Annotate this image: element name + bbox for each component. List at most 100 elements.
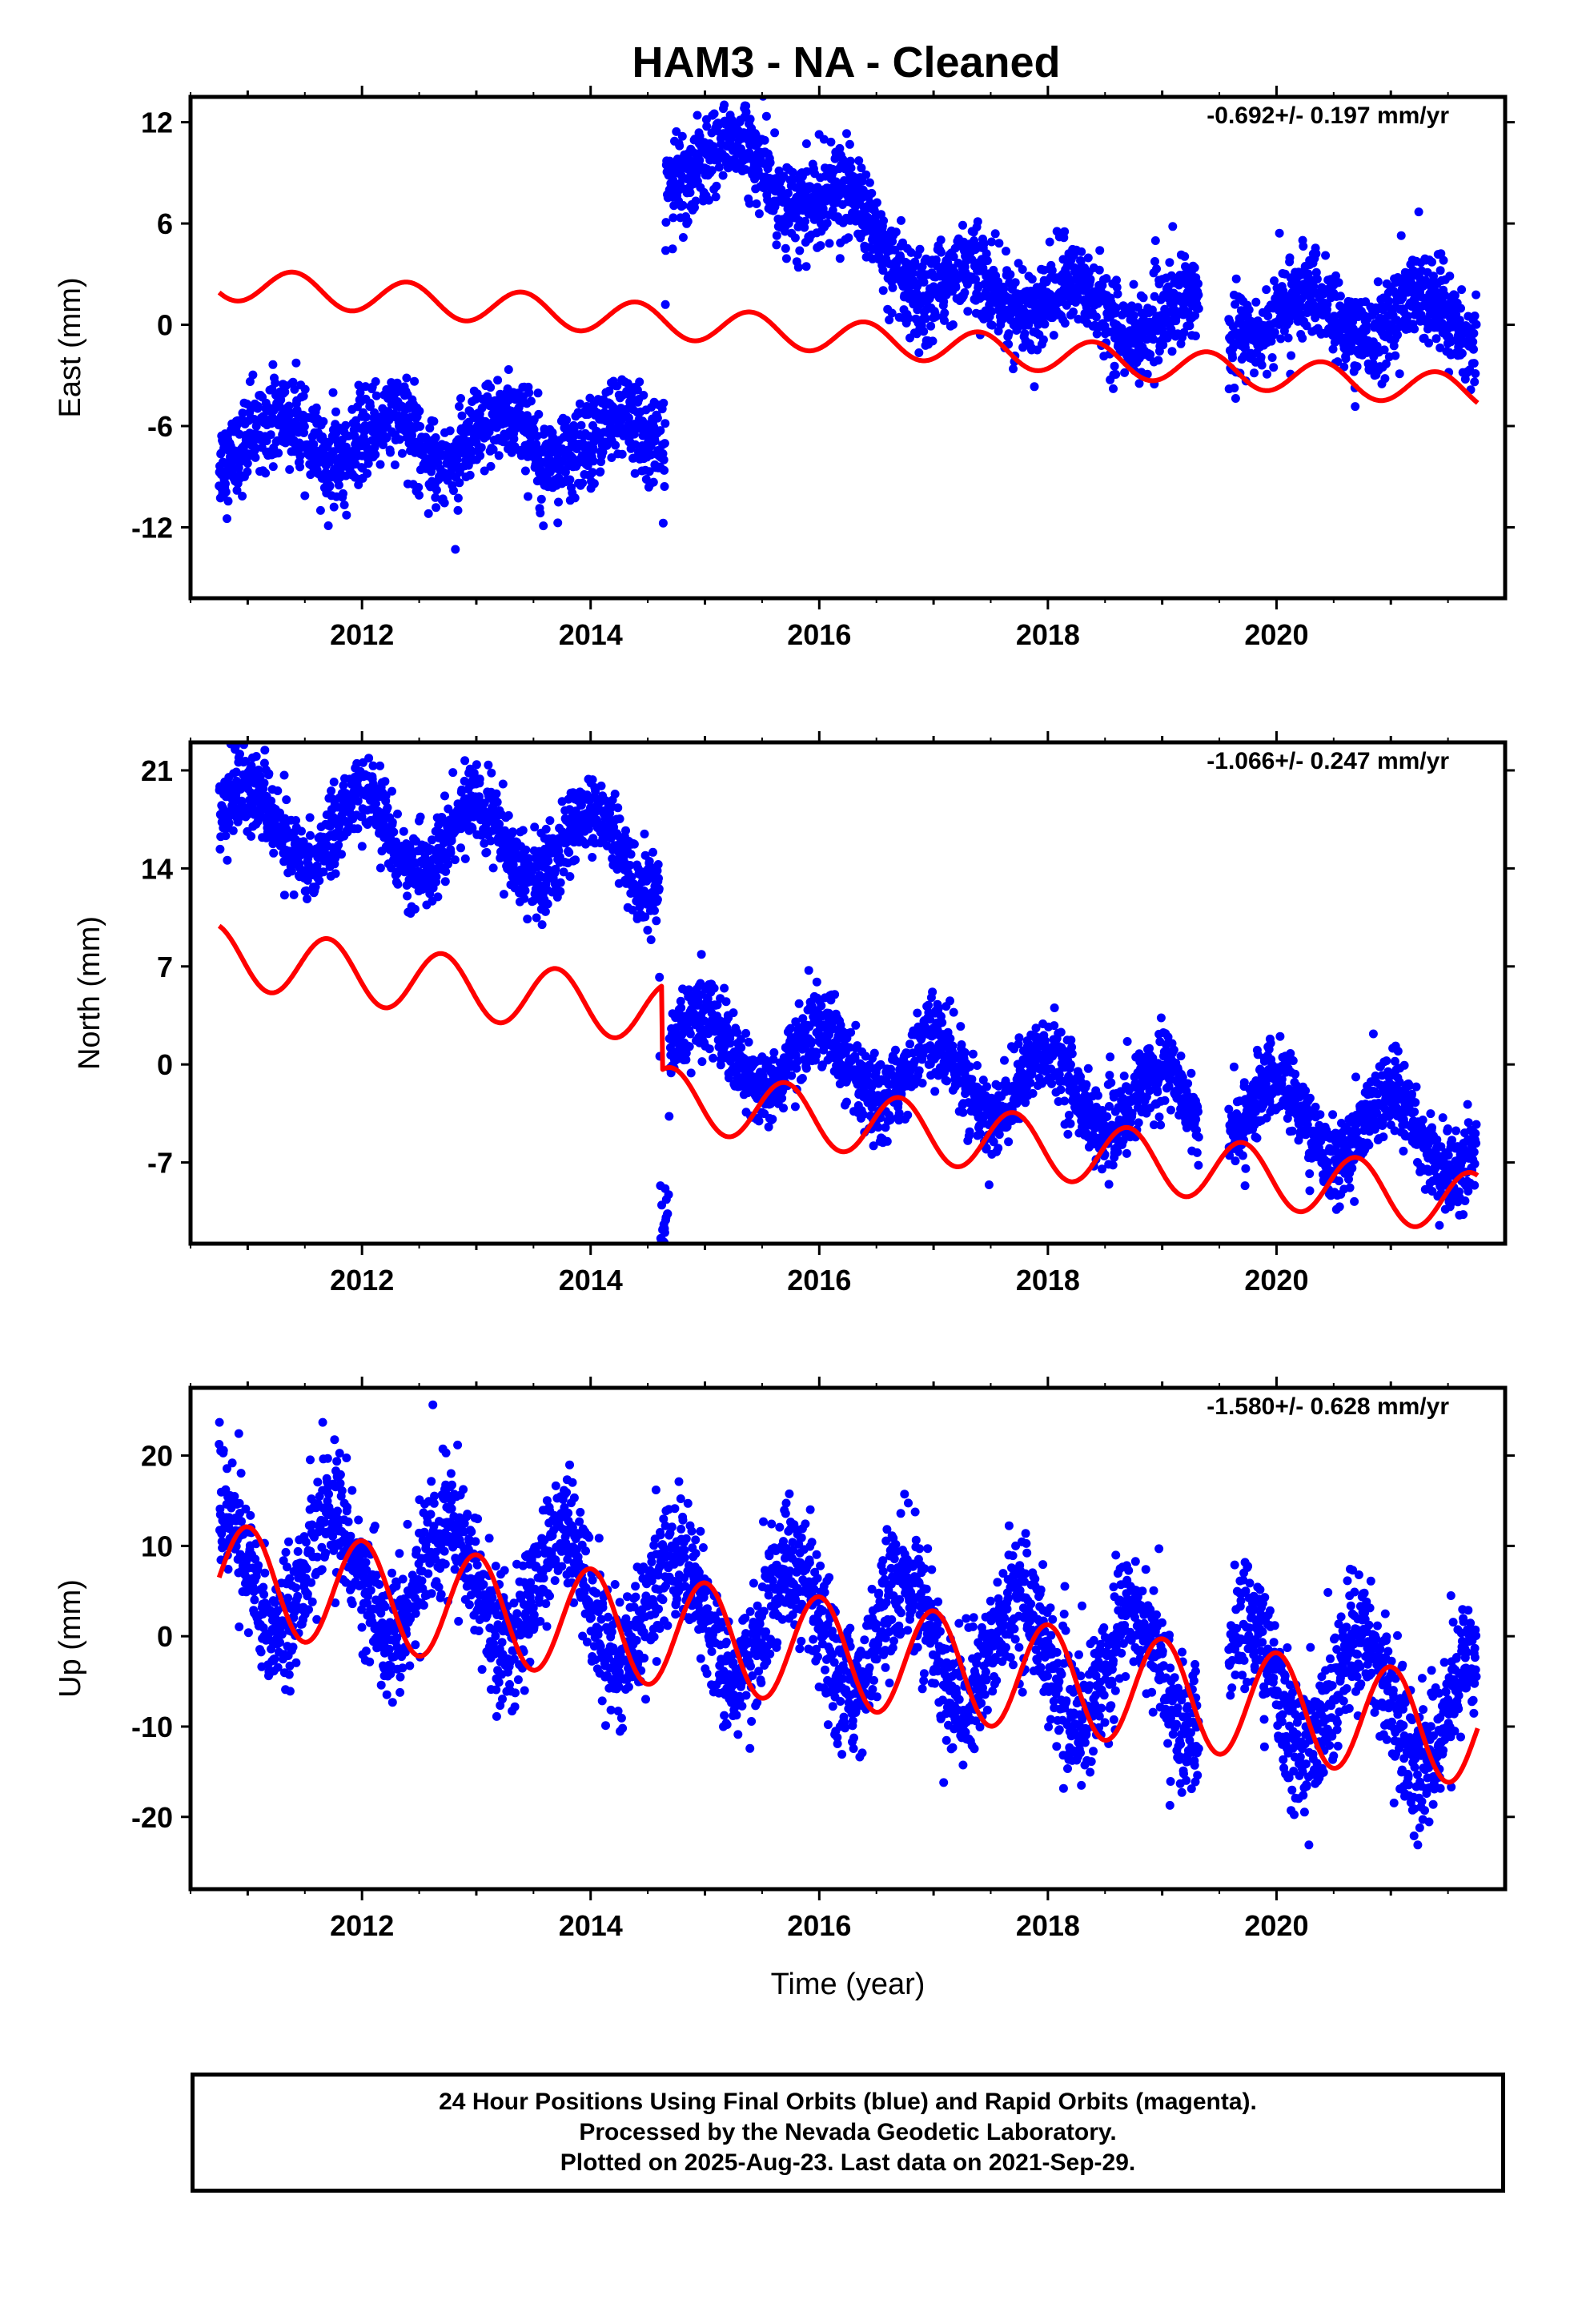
east-data-point <box>1006 270 1015 279</box>
east-data-point <box>987 237 996 247</box>
north-data-point <box>640 887 649 895</box>
east-data-point <box>455 402 464 411</box>
north-data-point <box>644 857 654 866</box>
east-data-point <box>1230 384 1239 392</box>
north-data-point <box>297 826 306 836</box>
east-data-point <box>363 468 372 478</box>
east-data-point <box>494 451 504 460</box>
east-data-point <box>652 413 662 423</box>
east-data-point <box>702 122 712 131</box>
east-data-point <box>562 416 572 425</box>
east-data-point <box>1472 290 1481 300</box>
east-data-point <box>455 478 464 488</box>
north-data-point <box>475 774 484 784</box>
north-data-point <box>629 839 639 849</box>
east-data-point <box>431 493 440 502</box>
east-data-point <box>1083 253 1093 263</box>
east-data-point <box>937 247 946 257</box>
east-data-point <box>341 420 351 430</box>
east-data-point <box>1396 231 1406 240</box>
east-data-point <box>329 447 339 456</box>
north-data-point <box>693 997 703 1007</box>
east-data-point <box>331 407 340 416</box>
east-data-point <box>612 381 622 391</box>
east-data-point <box>311 403 321 412</box>
east-data-point <box>1384 296 1394 306</box>
east-data-point <box>878 266 888 275</box>
east-data-point <box>685 188 695 197</box>
north-data-point <box>544 856 553 866</box>
north-data-point <box>520 886 530 895</box>
east-data-point <box>1389 341 1399 351</box>
east-data-point <box>476 451 485 460</box>
east-data-point <box>659 455 669 464</box>
east-data-point <box>915 244 925 254</box>
east-data-point <box>414 483 424 492</box>
north-data-point <box>450 855 460 865</box>
north-data-point <box>661 1264 670 1273</box>
east-data-point <box>1010 278 1020 287</box>
east-data-point <box>1380 374 1390 384</box>
east-data-point <box>480 466 489 476</box>
east-data-point <box>285 464 295 474</box>
east-data-point <box>656 426 665 436</box>
north-data-point <box>319 867 328 877</box>
east-data-point <box>1472 320 1481 329</box>
east-data-point <box>781 243 790 253</box>
north-data-point <box>364 754 374 763</box>
east-data-point <box>509 434 519 444</box>
east-data-point <box>1311 249 1321 259</box>
east-data-point <box>754 209 764 219</box>
north-data-point <box>315 876 324 886</box>
east-data-point <box>575 399 584 408</box>
north-data-point <box>444 859 452 869</box>
east-data-point <box>835 254 845 263</box>
east-data-point <box>589 479 599 489</box>
east-data-point <box>1060 319 1070 328</box>
east-data-point <box>982 256 992 265</box>
east-y-tick-label: 12 <box>141 107 173 139</box>
east-data-point <box>650 436 660 446</box>
north-data-point <box>565 872 575 881</box>
east-data-point <box>709 109 719 119</box>
north-data-point <box>302 886 311 895</box>
east-data-point <box>1352 362 1362 372</box>
east-data-point <box>415 406 424 416</box>
east-data-point <box>783 188 793 198</box>
east-data-point <box>911 261 920 271</box>
north-data-point <box>488 863 498 873</box>
north-data-point <box>686 1068 696 1078</box>
east-data-point <box>1283 333 1293 343</box>
north-data-point <box>289 890 299 899</box>
east-data-point <box>1347 340 1356 349</box>
east-data-point <box>456 394 465 403</box>
east-data-point <box>1276 334 1286 344</box>
north-plot-area <box>215 742 1481 1273</box>
north-data-point <box>447 836 456 846</box>
east-data-point <box>765 158 775 167</box>
east-data-point <box>536 494 546 504</box>
north-data-point <box>329 778 339 786</box>
east-data-point <box>888 283 897 292</box>
east-data-point <box>1470 312 1480 320</box>
east-data-point <box>1456 304 1465 313</box>
east-y-tick-label: 6 <box>157 207 173 240</box>
east-data-point <box>1100 321 1110 331</box>
east-data-point <box>354 380 363 390</box>
north-data-point <box>685 1042 694 1051</box>
east-data-point <box>949 252 958 262</box>
east-data-point <box>524 388 534 397</box>
east-data-point <box>658 518 668 528</box>
north-data-point <box>523 915 532 924</box>
east-data-point <box>1167 347 1177 356</box>
east-data-point <box>1439 255 1448 265</box>
east-data-point <box>1045 237 1054 247</box>
north-data-point <box>251 752 261 761</box>
north-data-point <box>677 1003 686 1012</box>
east-data-point <box>1024 320 1034 330</box>
north-data-point <box>725 1039 735 1048</box>
east-data-point <box>395 435 404 444</box>
east-data-point <box>963 307 973 316</box>
east-data-point <box>939 297 949 307</box>
east-data-point <box>553 518 563 528</box>
